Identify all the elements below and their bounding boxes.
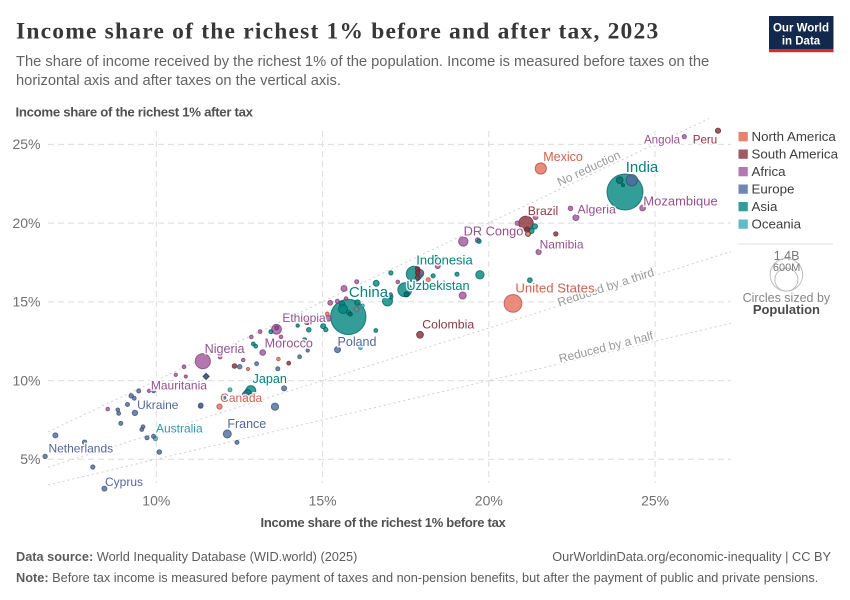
svg-text:Uzbekistan: Uzbekistan [406, 278, 469, 293]
svg-text:Asia: Asia [752, 199, 778, 214]
svg-text:Poland: Poland [338, 335, 377, 349]
svg-text:Ukraine: Ukraine [137, 398, 179, 412]
svg-text:Income share of the richest 1%: Income share of the richest 1% before ta… [261, 515, 507, 530]
svg-text:15%: 15% [309, 493, 337, 509]
svg-text:20%: 20% [12, 215, 40, 231]
svg-text:horizontal axis and after taxe: horizontal axis and after taxes on the v… [16, 73, 341, 89]
svg-text:Mauritania: Mauritania [151, 379, 207, 393]
svg-text:Europe: Europe [752, 182, 795, 197]
svg-text:Algeria: Algeria [578, 203, 616, 217]
svg-text:Mexico: Mexico [543, 150, 583, 164]
svg-text:Angola: Angola [644, 134, 681, 147]
svg-text:25%: 25% [12, 136, 40, 152]
svg-text:5%: 5% [20, 451, 40, 467]
svg-text:Income share of the richest 1%: Income share of the richest 1% before an… [16, 19, 659, 45]
svg-text:DR Congo: DR Congo [464, 223, 524, 238]
svg-text:Data source: World Inequality: Data source: World Inequality Database (… [16, 549, 357, 564]
svg-text:The share of income received b: The share of income received by the rich… [16, 54, 709, 70]
svg-text:Africa: Africa [752, 164, 787, 179]
svg-text:Our World: Our World [773, 23, 829, 35]
svg-text:20%: 20% [475, 493, 503, 509]
svg-text:India: India [626, 159, 659, 176]
svg-text:Mozambique: Mozambique [643, 194, 717, 209]
svg-text:Circles sized by: Circles sized by [743, 291, 831, 305]
svg-text:South America: South America [752, 147, 839, 162]
svg-text:Population: Population [753, 302, 820, 317]
svg-text:Colombia: Colombia [422, 317, 474, 331]
svg-text:Brazil: Brazil [528, 204, 558, 218]
svg-text:Note: Before tax income is mea: Note: Before tax income is measured befo… [16, 570, 818, 585]
svg-text:Morocco: Morocco [265, 336, 313, 350]
svg-text:Australia: Australia [156, 422, 203, 436]
svg-text:10%: 10% [12, 372, 40, 388]
svg-text:600M: 600M [773, 262, 801, 274]
svg-text:China: China [349, 284, 389, 301]
svg-text:Income share of the richest 1%: Income share of the richest 1% after tax [16, 105, 254, 120]
svg-text:Netherlands: Netherlands [48, 442, 113, 456]
svg-text:Reduced by a half: Reduced by a half [557, 328, 655, 365]
svg-text:15%: 15% [12, 294, 40, 310]
svg-text:Nigeria: Nigeria [205, 342, 245, 356]
svg-text:10%: 10% [142, 493, 170, 509]
svg-text:OurWorldinData.org/economic-in: OurWorldinData.org/economic-inequality |… [552, 549, 831, 564]
svg-text:Peru: Peru [693, 134, 718, 147]
svg-text:Namibia: Namibia [540, 237, 584, 251]
svg-text:United States: United States [515, 280, 595, 295]
svg-text:France: France [227, 417, 266, 431]
svg-text:Indonesia: Indonesia [416, 253, 473, 268]
svg-text:in Data: in Data [782, 36, 821, 48]
svg-text:Canada: Canada [220, 391, 262, 405]
svg-text:Cyprus: Cyprus [105, 475, 143, 489]
svg-text:Oceania: Oceania [752, 217, 802, 232]
svg-text:Japan: Japan [253, 372, 287, 386]
svg-text:25%: 25% [641, 493, 669, 509]
svg-text:Ethiopia: Ethiopia [282, 311, 326, 325]
svg-text:North America: North America [752, 129, 837, 144]
